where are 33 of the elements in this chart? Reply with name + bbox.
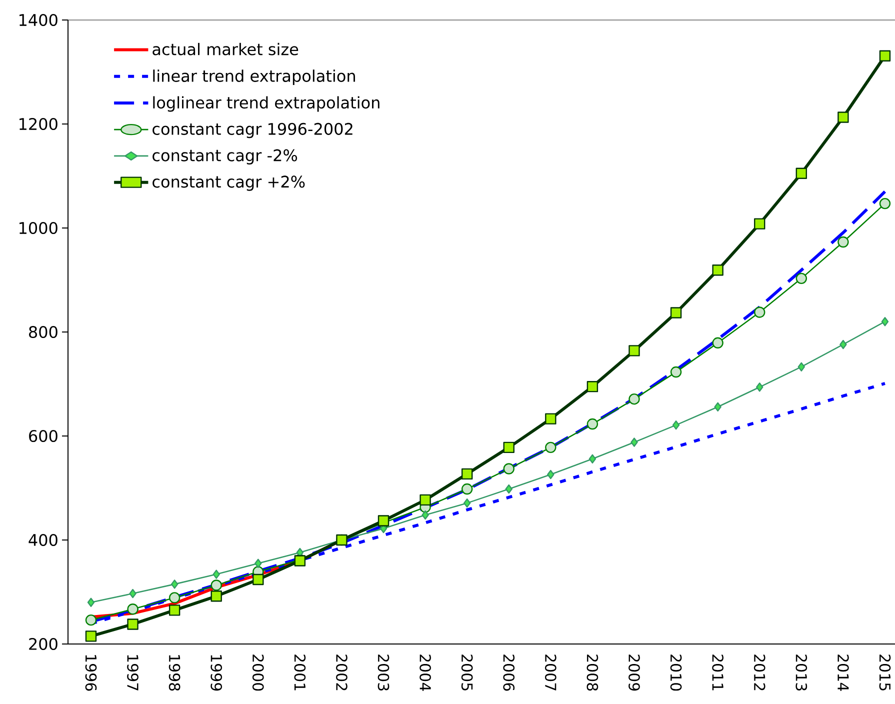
x-tick-label: 2008 bbox=[586, 654, 598, 691]
legend-label: constant cagr -2% bbox=[152, 149, 298, 164]
y-tick-label: 1200 bbox=[20, 118, 58, 130]
x-tick-label: 2010 bbox=[670, 654, 682, 691]
x-tick-label: 2015 bbox=[879, 654, 891, 690]
legend-label: constant cagr +2% bbox=[152, 176, 305, 191]
x-tick-label: 2000 bbox=[252, 654, 264, 691]
x-tick-label: 2014 bbox=[838, 654, 849, 691]
y-tick-label: 200 bbox=[29, 638, 58, 650]
x-tick-label: 2005 bbox=[461, 654, 473, 690]
y-tick-label: 600 bbox=[29, 430, 58, 442]
y-tick-label: 400 bbox=[28, 534, 58, 546]
x-tick-label: 2003 bbox=[378, 654, 390, 690]
x-tick-label: 2009 bbox=[628, 654, 640, 691]
y-tick-label: 1000 bbox=[20, 222, 58, 234]
x-tick-label: 2004 bbox=[420, 654, 431, 691]
legend-label: linear trend extrapolation bbox=[153, 70, 355, 86]
x-tick-label: 2012 bbox=[754, 654, 766, 690]
legend-label: loglinear trend extrapolation bbox=[153, 96, 380, 112]
legend-label: constant cagr 1996-2002 bbox=[152, 122, 352, 138]
x-tick-label: 2001 bbox=[294, 654, 306, 690]
x-tick-label: 1997 bbox=[127, 655, 138, 690]
x-tick-label: 2011 bbox=[712, 654, 724, 690]
x-tick-label: 2013 bbox=[796, 654, 808, 690]
x-tick-label: 2007 bbox=[544, 654, 556, 690]
x-tick-label: 1999 bbox=[210, 655, 222, 691]
x-tick-label: 1998 bbox=[168, 655, 180, 691]
y-tick-label: 800 bbox=[29, 326, 58, 338]
x-tick-label: 2002 bbox=[336, 654, 348, 690]
x-tick-label: 2006 bbox=[503, 654, 515, 691]
x-tick-label: 1996 bbox=[85, 655, 97, 691]
legend-label: actual market size bbox=[152, 42, 298, 56]
y-tick-label: 1400 bbox=[20, 14, 58, 26]
